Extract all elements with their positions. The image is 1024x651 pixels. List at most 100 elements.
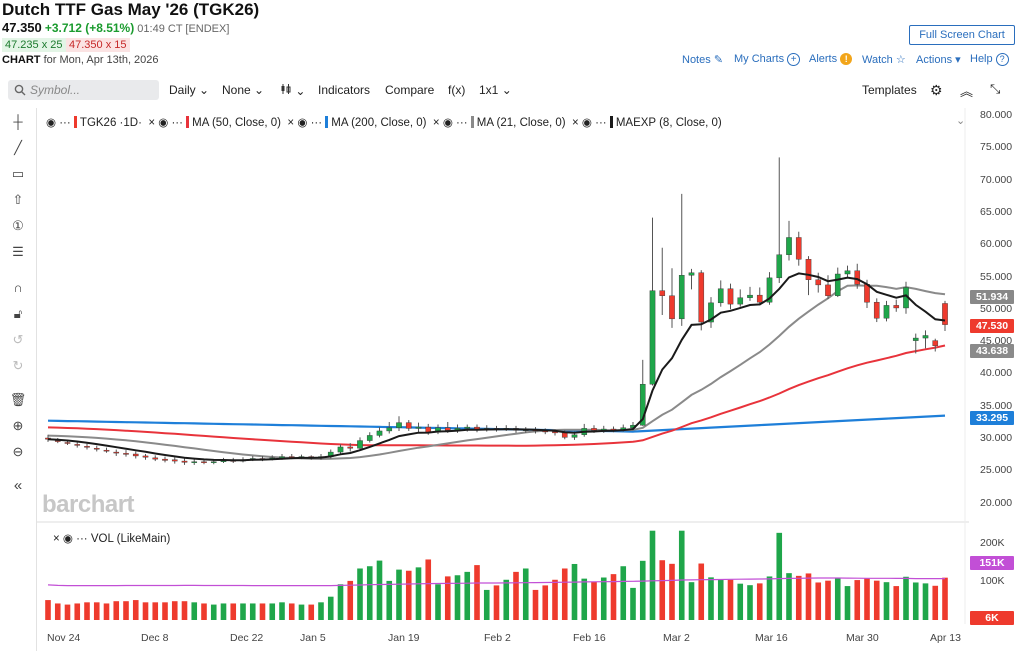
zoom-out-icon[interactable]: ⊖	[12, 444, 24, 459]
legend-collapse-icon[interactable]: ⌄	[956, 115, 966, 127]
y-tick-label: 20.000	[980, 496, 1013, 509]
volume-bar	[825, 580, 831, 620]
eye-icon[interactable]: ◉ ···	[442, 117, 468, 129]
volume-tick-label: 200K	[980, 537, 1005, 549]
crosshair-icon[interactable]: ┼	[13, 114, 23, 129]
trash-icon[interactable]: 🗑︎	[9, 392, 27, 407]
help-link[interactable]: Help ?	[970, 53, 1009, 66]
volume-bar	[776, 532, 783, 620]
price-chart[interactable]	[37, 108, 969, 624]
redo-icon[interactable]: ↻	[12, 358, 24, 373]
volume-bar	[103, 603, 110, 620]
chart-type-button[interactable]: ⌄	[280, 83, 305, 98]
volume-bar	[64, 604, 71, 620]
volume-bar	[298, 604, 305, 620]
close-icon[interactable]: ×	[568, 117, 579, 129]
eye-icon[interactable]: ◉ ···	[581, 117, 607, 129]
lock-icon[interactable]: 🔓︎	[13, 306, 23, 321]
volume-ma-tag: 151K	[970, 556, 1014, 570]
volume-bar	[717, 579, 724, 620]
volume-bar	[415, 567, 422, 620]
plus-circle-icon: +	[787, 53, 801, 66]
arrow-up-icon[interactable]: ⇧	[12, 192, 24, 207]
candle-body	[825, 284, 831, 296]
my-charts-link[interactable]: My Charts +	[734, 53, 801, 66]
question-circle-icon: ?	[995, 53, 1009, 66]
caret-down-icon: ▾	[955, 54, 961, 66]
watch-link[interactable]: Watch ☆	[862, 53, 906, 66]
volume-bar	[620, 566, 627, 620]
watch-label: Watch	[862, 54, 893, 66]
candle-body	[698, 272, 705, 323]
candle-body	[444, 427, 451, 431]
collapse-up-icon[interactable]: ︽	[960, 84, 974, 99]
y-tick-label: 25.000	[980, 464, 1013, 477]
quote-time: 01:49 CT [ENDEX]	[137, 23, 230, 35]
candle-body	[912, 337, 919, 341]
candle-body	[805, 259, 812, 280]
maexp-swatch	[609, 116, 613, 128]
layout-select[interactable]: 1x1 ⌄	[479, 83, 512, 97]
alert-badge-icon: !	[840, 53, 853, 65]
y-tick-label: 70.000	[980, 173, 1013, 186]
volume-bar	[181, 601, 188, 620]
volume-bar	[513, 571, 519, 620]
candle-body	[396, 422, 402, 428]
ma21-swatch	[470, 116, 474, 128]
collapse-left-icon[interactable]: «	[13, 477, 23, 494]
candle-body	[132, 453, 139, 457]
expand-icon[interactable]: ⤡	[990, 81, 1001, 96]
rectangle-icon[interactable]: ▭	[11, 166, 25, 181]
chevron-down-icon: ⌄	[199, 83, 210, 97]
volume-bar	[337, 584, 344, 620]
volume-bar	[854, 580, 861, 620]
eye-icon[interactable]: ◉ ···	[297, 117, 323, 129]
actions-menu[interactable]: Actions ▾	[916, 53, 961, 66]
candle-body	[747, 294, 753, 298]
eye-icon[interactable]: ◉ ···	[46, 117, 71, 129]
compare-button[interactable]: Compare	[385, 83, 435, 97]
volume-last-tag: 6K	[970, 611, 1014, 625]
volume-bar	[932, 585, 939, 620]
candle-body	[337, 446, 344, 453]
volume-bar	[162, 602, 168, 620]
full-screen-chart-button[interactable]: Full Screen Chart	[909, 25, 1015, 45]
chart-date-text: for Mon, Apr 13th, 2026	[43, 54, 159, 66]
eye-icon[interactable]: ◉ ···	[62, 533, 88, 545]
candle-body	[649, 290, 656, 385]
symbol-search[interactable]: Symbol...	[8, 80, 159, 100]
volume-bar	[591, 582, 597, 620]
fib-icon[interactable]: ☰	[12, 244, 24, 259]
number-one-icon[interactable]: ①	[12, 218, 24, 233]
volume-bar	[698, 563, 705, 620]
candle-body	[756, 294, 763, 303]
volume-bar	[659, 560, 666, 620]
zoom-in-icon[interactable]: ⊕	[12, 418, 24, 433]
barchart-watermark: barchart	[42, 491, 135, 518]
candle-body	[366, 435, 373, 441]
settings-gear-icon[interactable]: ⚙	[930, 82, 943, 98]
last-price: 47.350	[2, 20, 42, 35]
period-select[interactable]: Daily ⌄	[169, 83, 209, 97]
close-icon[interactable]: ×	[284, 117, 295, 129]
volume-bar	[503, 579, 510, 620]
volume-bar	[552, 579, 558, 620]
volume-bar	[708, 577, 714, 620]
legend-maexp: MAEXP (8, Close, 0)	[615, 117, 722, 129]
indicators-button[interactable]: Indicators	[318, 83, 371, 97]
close-icon[interactable]: ×	[429, 117, 440, 129]
templates-button[interactable]: Templates	[862, 83, 917, 97]
compare-type-select[interactable]: None ⌄	[222, 83, 264, 97]
eye-icon[interactable]: ◉ ···	[158, 117, 183, 129]
close-icon[interactable]: ×	[53, 533, 60, 545]
undo-icon[interactable]: ↺	[12, 332, 24, 347]
close-icon[interactable]: ×	[145, 117, 156, 129]
notes-link[interactable]: Notes ✎	[682, 53, 723, 66]
trendline-icon[interactable]: ╱	[14, 140, 22, 155]
volume-bar	[249, 603, 256, 620]
volume-bar	[883, 582, 890, 620]
candle-body	[93, 448, 100, 450]
alerts-link[interactable]: Alerts !	[809, 53, 853, 65]
fx-button[interactable]: f(x)	[448, 83, 466, 97]
magnet-icon[interactable]: ∩	[13, 280, 23, 295]
